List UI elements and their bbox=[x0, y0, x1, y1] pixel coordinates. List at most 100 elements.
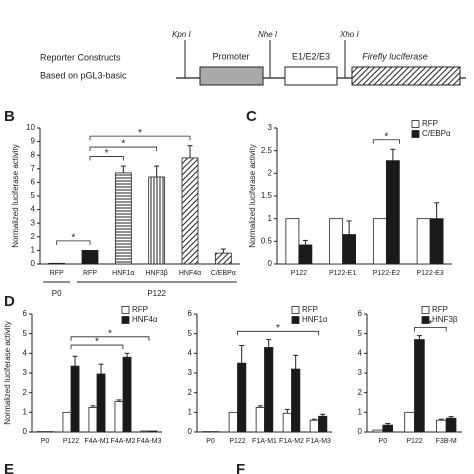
y-tick-label: 1 bbox=[23, 407, 28, 416]
y-tick-label: 3 bbox=[23, 368, 28, 377]
y-tick-label: 4 bbox=[188, 348, 193, 357]
x-tick-label: F1A-M2 bbox=[279, 438, 304, 445]
significance-label: * bbox=[384, 131, 388, 142]
legend-label: RFP bbox=[132, 305, 148, 314]
y-tick-label: 1 bbox=[31, 246, 36, 255]
y-tick-label: 3 bbox=[268, 123, 273, 132]
legend-swatch bbox=[291, 306, 300, 314]
bar bbox=[445, 417, 457, 433]
y-tick-label: 2.5 bbox=[261, 146, 273, 155]
bar bbox=[372, 218, 387, 265]
y-tick-label: 2 bbox=[23, 388, 28, 397]
y-tick-label: 0.5 bbox=[261, 236, 273, 245]
y-tick-label: 1 bbox=[268, 214, 273, 223]
legend-label: HNF3β bbox=[432, 315, 458, 324]
significance-label: * bbox=[108, 328, 112, 339]
group-label: P0 bbox=[52, 289, 62, 298]
y-tick-label: 6 bbox=[358, 309, 363, 318]
legend-label: HNF4α bbox=[132, 315, 158, 324]
y-tick-label: 6 bbox=[23, 309, 28, 318]
box-label: Firefly luciferase bbox=[362, 51, 428, 61]
diagram-title: Based on pGL3-basic bbox=[40, 70, 127, 80]
x-tick-label: F1A-M3 bbox=[306, 438, 331, 445]
y-tick-label: 4 bbox=[23, 348, 28, 357]
bar bbox=[114, 172, 132, 265]
legend-swatch bbox=[121, 306, 130, 314]
bar bbox=[382, 424, 394, 433]
significance-label: * bbox=[138, 128, 142, 139]
bar bbox=[372, 429, 384, 433]
legend-label: RFP bbox=[302, 305, 318, 314]
legend-label: HNF1α bbox=[302, 315, 328, 324]
x-tick-label: F4A-M2 bbox=[111, 438, 136, 445]
significance-label: * bbox=[276, 323, 280, 334]
legend-label: RFP bbox=[422, 119, 438, 128]
bar bbox=[291, 368, 301, 433]
x-tick-label: P122 bbox=[406, 438, 422, 445]
bar bbox=[404, 411, 415, 433]
bar bbox=[148, 430, 158, 433]
x-tick-label: F1A-M1 bbox=[252, 438, 277, 445]
bar bbox=[81, 249, 99, 265]
bar bbox=[414, 339, 425, 433]
y-tick-label: 7 bbox=[31, 164, 36, 173]
y-axis-label: Normalized luciferase activity bbox=[11, 144, 20, 248]
significance-label: * bbox=[428, 319, 432, 330]
bar bbox=[181, 157, 199, 265]
x-tick-label: F4A-M3 bbox=[137, 438, 162, 445]
legend-label: C/EBPα bbox=[422, 129, 451, 138]
legend-swatch bbox=[291, 316, 300, 324]
significance-label: * bbox=[121, 139, 125, 150]
promoter-box bbox=[199, 66, 264, 86]
y-tick-label: 0 bbox=[23, 427, 28, 436]
enhancer-box bbox=[284, 66, 338, 86]
bar bbox=[88, 407, 98, 433]
x-tick-label: RFP bbox=[50, 270, 64, 277]
bar bbox=[264, 347, 274, 433]
x-tick-label: C/EBPα bbox=[211, 270, 236, 277]
bar bbox=[385, 160, 400, 265]
site-label: Xho I bbox=[339, 30, 359, 39]
significance-bracket bbox=[56, 240, 91, 245]
legend-swatch bbox=[121, 316, 130, 324]
bar bbox=[298, 244, 313, 265]
y-tick-label: 0 bbox=[268, 259, 273, 268]
x-tick-label: P122-E1 bbox=[329, 270, 356, 277]
significance-bracket bbox=[89, 135, 191, 141]
significance-bracket bbox=[414, 326, 447, 332]
x-tick-label: P0 bbox=[41, 438, 50, 445]
y-tick-label: 0 bbox=[188, 427, 193, 436]
legend-swatch bbox=[411, 130, 420, 138]
site-label: Kpn I bbox=[172, 30, 191, 39]
x-tick-label: HNF3β bbox=[146, 270, 168, 277]
bar bbox=[70, 365, 80, 433]
bar bbox=[148, 176, 166, 265]
y-axis-label: Normalized luciferase activity bbox=[248, 144, 257, 248]
y-tick-label: 3 bbox=[31, 218, 36, 227]
panel-label: F bbox=[236, 461, 245, 474]
x-tick-label: P0 bbox=[379, 438, 388, 445]
legend-swatch bbox=[421, 306, 430, 314]
significance-bracket bbox=[237, 330, 319, 336]
y-tick-label: 5 bbox=[188, 329, 193, 338]
y-tick-label: 5 bbox=[358, 329, 363, 338]
luciferase-box bbox=[351, 66, 461, 86]
panel-label: C bbox=[246, 108, 257, 125]
significance-label: * bbox=[105, 148, 109, 159]
site-label: Nhe I bbox=[258, 30, 278, 39]
y-tick-label: 5 bbox=[23, 329, 28, 338]
bar bbox=[285, 218, 300, 265]
legend-swatch bbox=[421, 316, 430, 324]
x-tick-label: HNF1α bbox=[112, 270, 134, 277]
y-tick-label: 8 bbox=[31, 150, 36, 159]
box-label: Promoter bbox=[212, 51, 249, 61]
x-tick-label: P0 bbox=[206, 438, 215, 445]
y-tick-label: 6 bbox=[31, 178, 36, 187]
panel-label: D bbox=[4, 293, 15, 310]
y-axis-label: Normalized luciferase activity bbox=[3, 321, 12, 425]
legend-label: RFP bbox=[432, 305, 448, 314]
bar bbox=[62, 411, 72, 433]
bar bbox=[435, 419, 447, 433]
bar bbox=[214, 252, 232, 265]
construct-diagram: Reporter Constructs Based on pGL3-basic … bbox=[40, 30, 466, 86]
